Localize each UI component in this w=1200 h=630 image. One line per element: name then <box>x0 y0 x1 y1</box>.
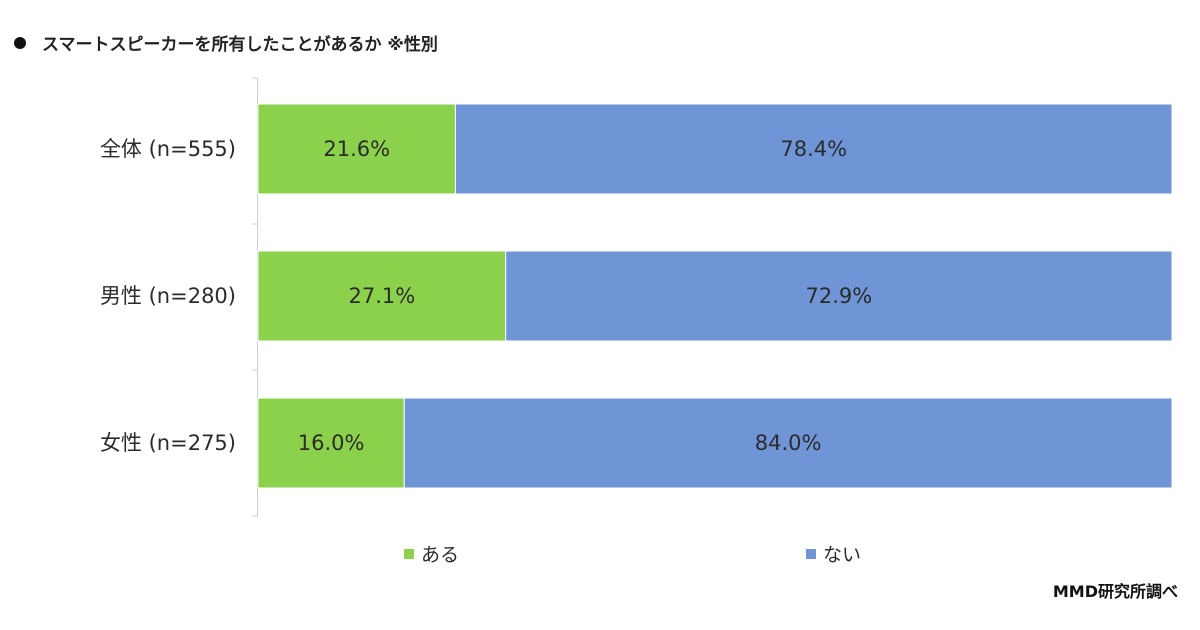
bar-segment-nai <box>403 397 1173 489</box>
legend-swatch-aru <box>404 548 414 559</box>
category-label: 全体 (n=555) <box>100 137 236 161</box>
chart-title-text: スマートスピーカーを所有したことがあるか ※性別 <box>42 35 438 55</box>
axis-layer <box>252 77 258 517</box>
category-label: 男性 (n=280) <box>100 284 236 308</box>
data-label: 16.0% <box>298 431 365 455</box>
legend-item-aru: ある <box>404 540 459 567</box>
bar-segment-aru <box>257 250 507 342</box>
data-label: 78.4% <box>780 137 847 161</box>
legend-item-nai: ない <box>806 540 861 567</box>
bar-segment-aru <box>257 103 456 195</box>
bar-segment-nai <box>505 250 1173 342</box>
category-label: 女性 (n=275) <box>100 431 236 455</box>
title-bullet-icon <box>14 36 26 49</box>
source-note: MMD研究所調べ <box>1052 582 1178 601</box>
data-label: 72.9% <box>805 284 872 308</box>
legend-swatch-nai <box>806 548 816 559</box>
bar-segment-nai <box>454 103 1173 195</box>
legend-label-nai: ない <box>823 544 862 566</box>
chart-title: スマートスピーカーを所有したことがあるか ※性別 <box>14 30 438 55</box>
bars-layer <box>257 103 1173 489</box>
legend-label-aru: ある <box>421 544 460 566</box>
data-label: 27.1% <box>348 284 415 308</box>
bar-segment-aru <box>257 397 405 489</box>
data-label: 21.6% <box>323 137 390 161</box>
labels-layer: 全体 (n=555) 21.6% 78.4% 男性 (n=280) 27.1% 72.9%… <box>100 137 872 455</box>
legend: ある ない <box>0 540 1200 567</box>
data-label: 84.0% <box>755 431 822 455</box>
